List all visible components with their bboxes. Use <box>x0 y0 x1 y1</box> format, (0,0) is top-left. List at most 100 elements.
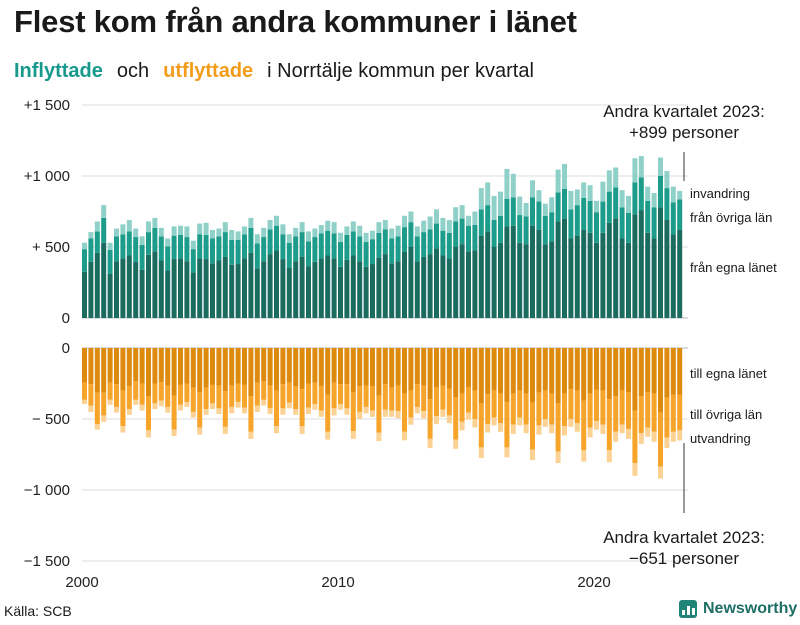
bar-till-ovriga-lan <box>517 390 523 418</box>
bar-fran-ovriga-lan <box>427 229 433 255</box>
y-tick-label: 0 <box>62 340 70 357</box>
bar-fran-ovriga-lan <box>587 200 593 233</box>
bar-till-egna-lanet <box>574 348 580 391</box>
bar-fran-egna-lanet <box>594 242 599 318</box>
bar-till-ovriga-lan <box>203 387 209 410</box>
bar-till-egna-lanet <box>626 348 631 393</box>
bar-utvandring <box>165 406 171 413</box>
bar-utvandring <box>197 427 203 435</box>
bar-utvandring <box>267 408 273 415</box>
bar-utvandring <box>344 408 350 415</box>
bar-invandring <box>248 217 254 228</box>
bar-fran-egna-lanet <box>395 261 401 318</box>
bar-fran-ovriga-lan <box>594 212 599 243</box>
bar-fran-egna-lanet <box>651 238 657 318</box>
x-axis: 2000 2010 2020 <box>65 574 610 591</box>
bar-till-ovriga-lan <box>152 383 158 404</box>
bar-fran-ovriga-lan <box>197 234 203 259</box>
bar-utvandring <box>152 403 158 410</box>
bar-fran-ovriga-lan <box>664 188 670 221</box>
bar-utvandring <box>338 404 343 410</box>
bar-invandring <box>619 190 625 208</box>
bar-invandring <box>645 186 651 201</box>
bar-utvandring <box>261 399 267 406</box>
bar-invandring <box>491 195 497 221</box>
bar-fran-egna-lanet <box>120 258 126 318</box>
bar-invandring <box>139 236 145 245</box>
bar-till-egna-lanet <box>299 348 305 390</box>
bar-till-ovriga-lan <box>408 390 414 418</box>
newsworthy-logo-icon <box>679 600 697 618</box>
bar-fran-ovriga-lan <box>203 234 209 260</box>
bar-fran-egna-lanet <box>658 207 663 318</box>
label-fran-ovriga-lan: från övriga län <box>690 210 772 225</box>
bar-fran-ovriga-lan <box>581 198 587 230</box>
bar-till-egna-lanet <box>171 348 177 396</box>
bar-till-ovriga-lan <box>82 382 87 400</box>
bar-fran-egna-lanet <box>248 252 254 318</box>
bar-fran-ovriga-lan <box>210 238 215 264</box>
bar-fran-egna-lanet <box>664 220 670 318</box>
bar-invandring <box>370 230 375 240</box>
bar-utvandring <box>594 421 599 430</box>
bar-invandring <box>344 226 350 235</box>
bar-utvandring <box>542 419 548 427</box>
bar-fran-egna-lanet <box>357 261 363 318</box>
bar-fran-ovriga-lan <box>677 199 683 230</box>
bar-utvandring <box>389 410 395 417</box>
bar-till-egna-lanet <box>101 348 107 393</box>
bar-invandring <box>242 226 247 235</box>
label-utvandring: utvandring <box>690 431 751 446</box>
bar-invandring <box>274 215 279 226</box>
bar-till-egna-lanet <box>568 348 574 390</box>
bar-utvandring <box>395 411 401 419</box>
bar-till-ovriga-lan <box>651 393 657 432</box>
bar-invandring <box>229 229 235 240</box>
bar-fran-egna-lanet <box>325 255 331 318</box>
bar-invandring <box>216 228 222 237</box>
bar-utvandring <box>299 426 305 434</box>
bar-invandring <box>254 234 260 244</box>
bar-fran-egna-lanet <box>184 261 190 318</box>
bar-till-egna-lanet <box>600 348 606 391</box>
bar-fran-ovriga-lan <box>459 218 465 245</box>
bar-fran-ovriga-lan <box>408 222 414 247</box>
bar-fran-egna-lanet <box>94 252 100 318</box>
bar-till-ovriga-lan <box>222 391 228 427</box>
bar-utvandring <box>523 424 529 434</box>
bar-fran-egna-lanet <box>478 235 484 318</box>
bar-utvandring <box>606 450 612 463</box>
bar-fran-ovriga-lan <box>88 238 94 262</box>
bar-till-egna-lanet <box>619 348 625 391</box>
bar-fran-ovriga-lan <box>235 239 241 265</box>
bar-till-egna-lanet <box>478 348 484 404</box>
bar-till-egna-lanet <box>344 348 350 385</box>
bar-till-ovriga-lan <box>382 384 388 410</box>
bar-invandring <box>88 232 94 239</box>
bar-till-egna-lanet <box>606 348 612 400</box>
bar-fran-egna-lanet <box>677 229 683 318</box>
bar-till-egna-lanet <box>190 348 196 388</box>
bar-till-ovriga-lan <box>606 399 612 451</box>
bar-fran-egna-lanet <box>197 258 203 318</box>
bar-fran-ovriga-lan <box>94 231 100 253</box>
bar-invandring <box>568 190 574 210</box>
bar-fran-egna-lanet <box>466 251 471 318</box>
bar-fran-ovriga-lan <box>613 187 619 219</box>
bar-fran-ovriga-lan <box>414 236 420 262</box>
bar-fran-egna-lanet <box>382 254 388 318</box>
bar-till-ovriga-lan <box>472 390 478 419</box>
bar-till-ovriga-lan <box>485 394 491 424</box>
bar-till-ovriga-lan <box>536 392 542 426</box>
bar-fran-egna-lanet <box>389 263 395 318</box>
bar-invandring <box>555 169 561 193</box>
bar-invandring <box>126 220 132 232</box>
bar-fran-ovriga-lan <box>402 227 407 252</box>
bar-utvandring <box>619 424 625 434</box>
bar-till-ovriga-lan <box>299 389 305 427</box>
bar-utvandring <box>408 417 414 425</box>
bar-till-egna-lanet <box>107 348 113 383</box>
bar-fran-ovriga-lan <box>504 198 510 227</box>
bar-fran-egna-lanet <box>318 258 324 318</box>
bar-utvandring <box>568 419 574 427</box>
